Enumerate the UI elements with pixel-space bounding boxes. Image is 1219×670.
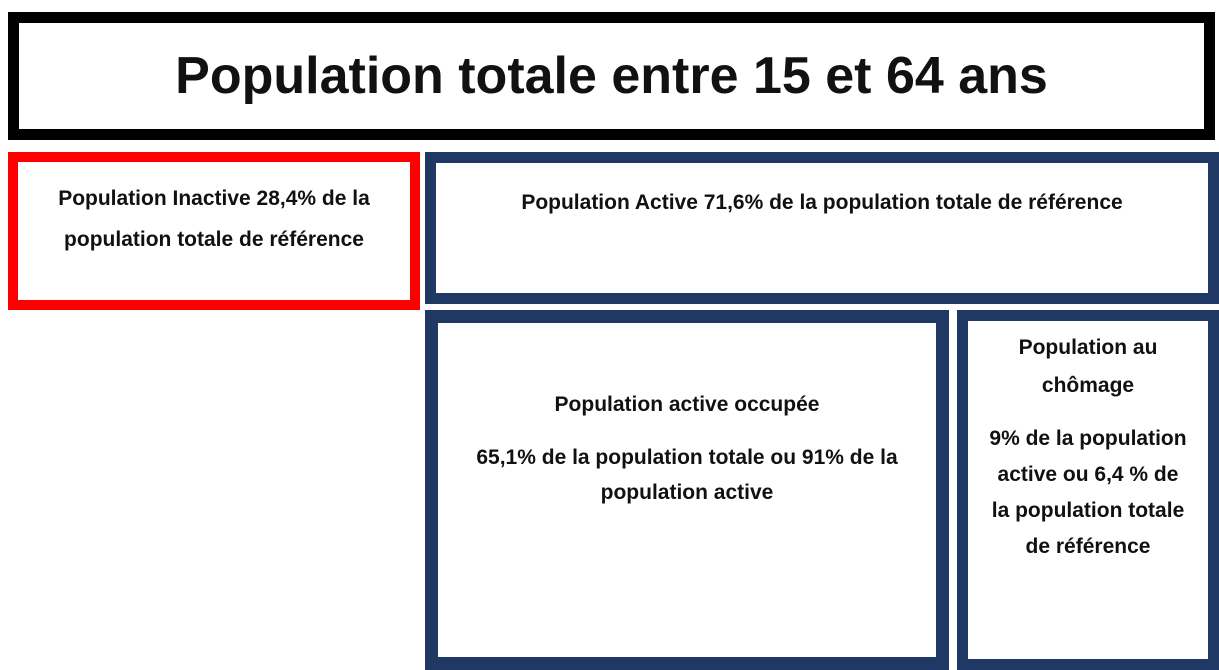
unemployed-box: Population au chômage 9% de la populatio…: [957, 310, 1219, 670]
unemployed-heading: Population au chômage: [1018, 336, 1158, 397]
occupied-text: 65,1% de la population totale ou 91% de …: [476, 446, 898, 504]
title-box: Population totale entre 15 et 64 ans: [8, 12, 1215, 140]
active-box: Population Active 71,6% de la population…: [425, 152, 1219, 304]
occupied-box: Population active occupée 65,1% de la po…: [425, 310, 949, 670]
unemployed-text: 9% de la population active ou 6,4 % de l…: [989, 427, 1187, 558]
page: Population totale entre 15 et 64 ans Pop…: [8, 12, 1219, 670]
title: Population totale entre 15 et 64 ans: [175, 47, 1048, 105]
inactive-text: Population Inactive 28,4% de la populati…: [58, 187, 370, 251]
occupied-heading: Population active occupée: [554, 393, 820, 416]
inactive-box: Population Inactive 28,4% de la populati…: [8, 152, 420, 310]
active-text: Population Active 71,6% de la population…: [521, 191, 1123, 214]
